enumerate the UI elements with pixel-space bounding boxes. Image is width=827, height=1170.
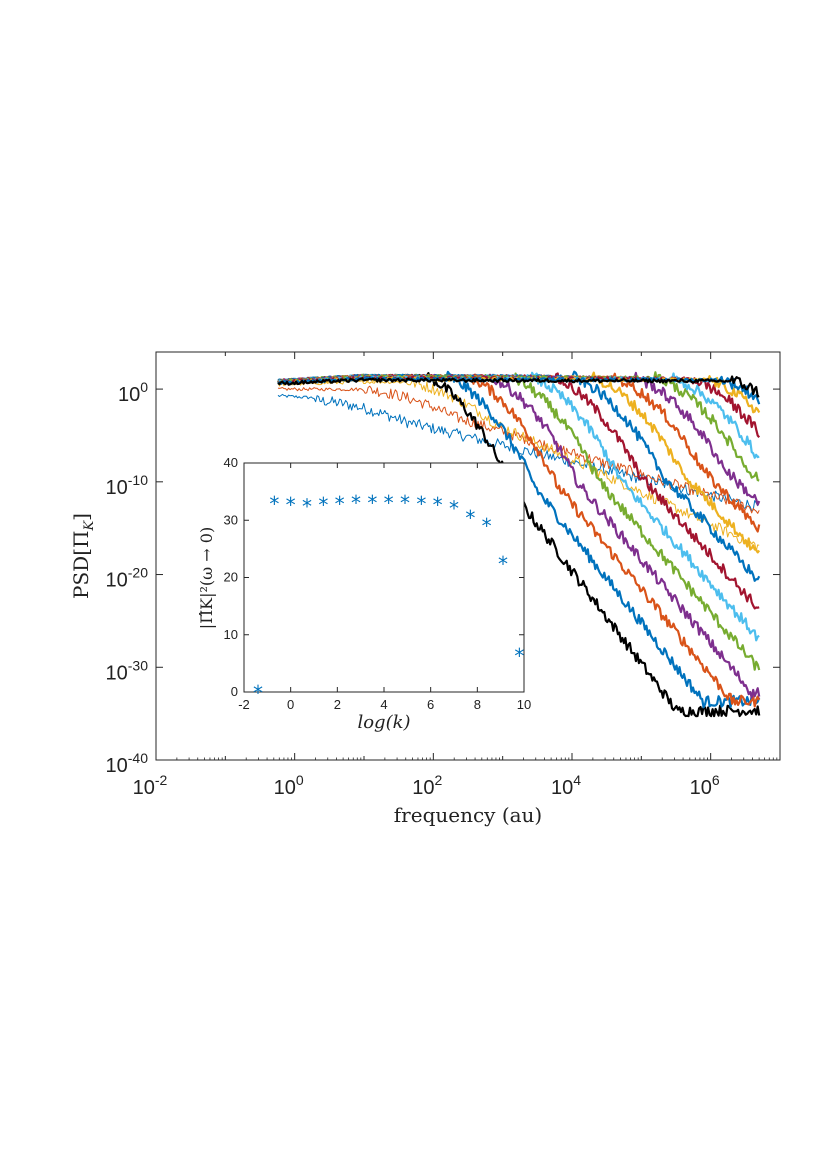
- inset-y-tick-label: 10: [224, 627, 238, 642]
- tick-exponent: -2: [155, 772, 168, 788]
- inset-point: *: [269, 492, 279, 516]
- main-x-tick-label: 102: [412, 772, 442, 799]
- inset-x-tick-label: -2: [238, 697, 250, 712]
- main-x-tick-label: 104: [551, 772, 581, 799]
- main-y-axis-label-main: PSD[Π: [69, 531, 93, 599]
- tick-exponent: 4: [573, 772, 581, 788]
- tick-exponent: -10: [128, 472, 148, 488]
- inset-x-tick-label: 6: [427, 697, 434, 712]
- inset-point: *: [367, 491, 377, 515]
- tick-base: 10: [412, 777, 434, 799]
- inset-point: *: [253, 681, 263, 705]
- main-y-tick-label: 10-30: [106, 657, 149, 684]
- inset-point: *: [302, 494, 312, 518]
- inset-y-tick-label: 0: [231, 684, 238, 699]
- inset-x-tick-label: 8: [474, 697, 481, 712]
- inset-y-tick-label: 30: [224, 512, 238, 527]
- inset-point: *: [286, 493, 296, 517]
- tick-base: 10: [274, 777, 296, 799]
- tick-exponent: 0: [140, 379, 148, 395]
- main-y-tick-label: 10-20: [106, 565, 149, 592]
- tick-base: 10: [106, 477, 128, 499]
- main-y-tick-label: 10-40: [106, 750, 149, 777]
- inset-y-axis-label: |Π̂K|²(ω → 0): [197, 527, 216, 629]
- inset-point: *: [335, 492, 345, 516]
- tick-base: 10: [106, 570, 128, 592]
- tick-base: 10: [551, 777, 573, 799]
- inset-x-tick-label: 10: [517, 697, 531, 712]
- inset-point: *: [482, 514, 492, 538]
- inset-points: ** * * * * * * * * * * * * ***: [253, 491, 524, 705]
- inset-x-tick-label: 4: [380, 697, 387, 712]
- main-y-axis-label-close: ]: [69, 513, 93, 521]
- inset-point: *: [498, 552, 508, 576]
- inset-point: *: [400, 491, 410, 515]
- tick-base: 10: [106, 662, 128, 684]
- main-y-tick-label: 10-10: [106, 472, 149, 499]
- inset-point: *: [384, 491, 394, 515]
- inset-point: *: [449, 497, 459, 521]
- tick-base: 10: [118, 384, 140, 406]
- main-y-axis-label-sub: K: [82, 520, 97, 532]
- tick-exponent: 0: [296, 772, 304, 788]
- tick-exponent: -20: [128, 565, 148, 581]
- inset-y-tick-label: 20: [224, 570, 238, 585]
- series-line-k19: [277, 375, 761, 405]
- main-x-tick-label: 106: [690, 772, 720, 799]
- main-x-axis-label: frequency (au): [394, 803, 542, 827]
- series-line-k20: [277, 375, 760, 398]
- main-ticks: [155, 352, 781, 761]
- inset-axes-frame: [243, 462, 525, 693]
- tick-base: 10: [106, 755, 128, 777]
- series-line-k2: [277, 385, 760, 514]
- tick-exponent: 6: [712, 772, 720, 788]
- tick-exponent: -40: [128, 750, 148, 766]
- main-series-group: [277, 370, 761, 718]
- main-axes-frame: [155, 351, 781, 761]
- tick-base: 10: [690, 777, 712, 799]
- inset-point: *: [416, 492, 426, 516]
- inset-point: *: [433, 493, 443, 517]
- main-y-tick-label: 100: [118, 379, 148, 406]
- inset-x-tick-label: 2: [334, 697, 341, 712]
- inset-x-axis-label: log(k): [357, 712, 410, 733]
- inset-y-tick-label: 40: [224, 455, 238, 470]
- inset-point: *: [465, 506, 475, 530]
- tick-base: 10: [133, 777, 155, 799]
- inset-point: *: [318, 493, 328, 517]
- tick-exponent: -30: [128, 657, 148, 673]
- tick-exponent: 2: [435, 772, 443, 788]
- main-x-tick-label: 10-2: [133, 772, 168, 799]
- main-x-tick-label: 100: [274, 772, 304, 799]
- inset-x-tick-label: 0: [287, 697, 294, 712]
- inset-point: *: [351, 491, 361, 515]
- inset-point: *: [514, 644, 524, 668]
- main-y-axis-label: PSD[ΠK]: [69, 513, 97, 599]
- main-x-tick-labels: 10-2 100 102 104 106: [133, 772, 720, 799]
